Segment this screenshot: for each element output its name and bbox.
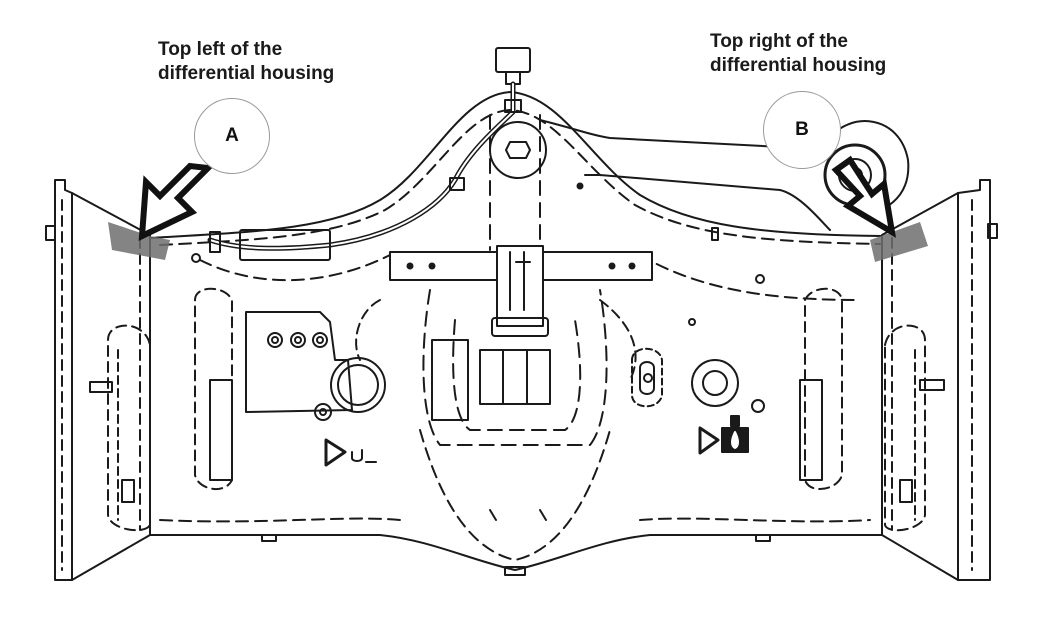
callout-b: B (763, 91, 841, 169)
right-side-cover (799, 287, 945, 532)
highlight-zones (108, 222, 928, 262)
top-right-label-line1: Top right of the (710, 31, 848, 52)
center-window (431, 339, 551, 421)
arrow-b (831, 155, 897, 238)
housing-top-profile (149, 91, 883, 301)
arrow-a (138, 162, 215, 241)
right-fittings (631, 318, 765, 413)
right-wall-plate (881, 179, 998, 581)
tube-to-right (539, 119, 831, 231)
top-right-label-line2: differential housing (710, 55, 887, 76)
top-right-label: Top right of the differential housing (710, 30, 886, 78)
highlight-top-left (108, 222, 170, 260)
top-left-label: Top left of the differential housing (158, 38, 334, 86)
top-left-label-line2: differential housing (158, 63, 335, 84)
left-wall-plate (45, 179, 151, 581)
top-breather (207, 47, 531, 251)
fill-level-symbol-left (324, 438, 377, 467)
callout-b-letter: B (795, 119, 809, 140)
highlight-top-right (870, 222, 928, 262)
oil-fill-symbol-right (698, 415, 749, 455)
housing-bottom-profile (149, 429, 883, 576)
misc-details (191, 227, 765, 521)
top-pulley (489, 121, 584, 190)
callout-a-letter: A (225, 125, 239, 146)
left-side-cover (89, 287, 233, 532)
callout-a: A (194, 98, 270, 174)
left-plate (245, 311, 386, 421)
cross-beam (389, 245, 653, 337)
top-left-label-line1: Top left of the (158, 39, 283, 60)
